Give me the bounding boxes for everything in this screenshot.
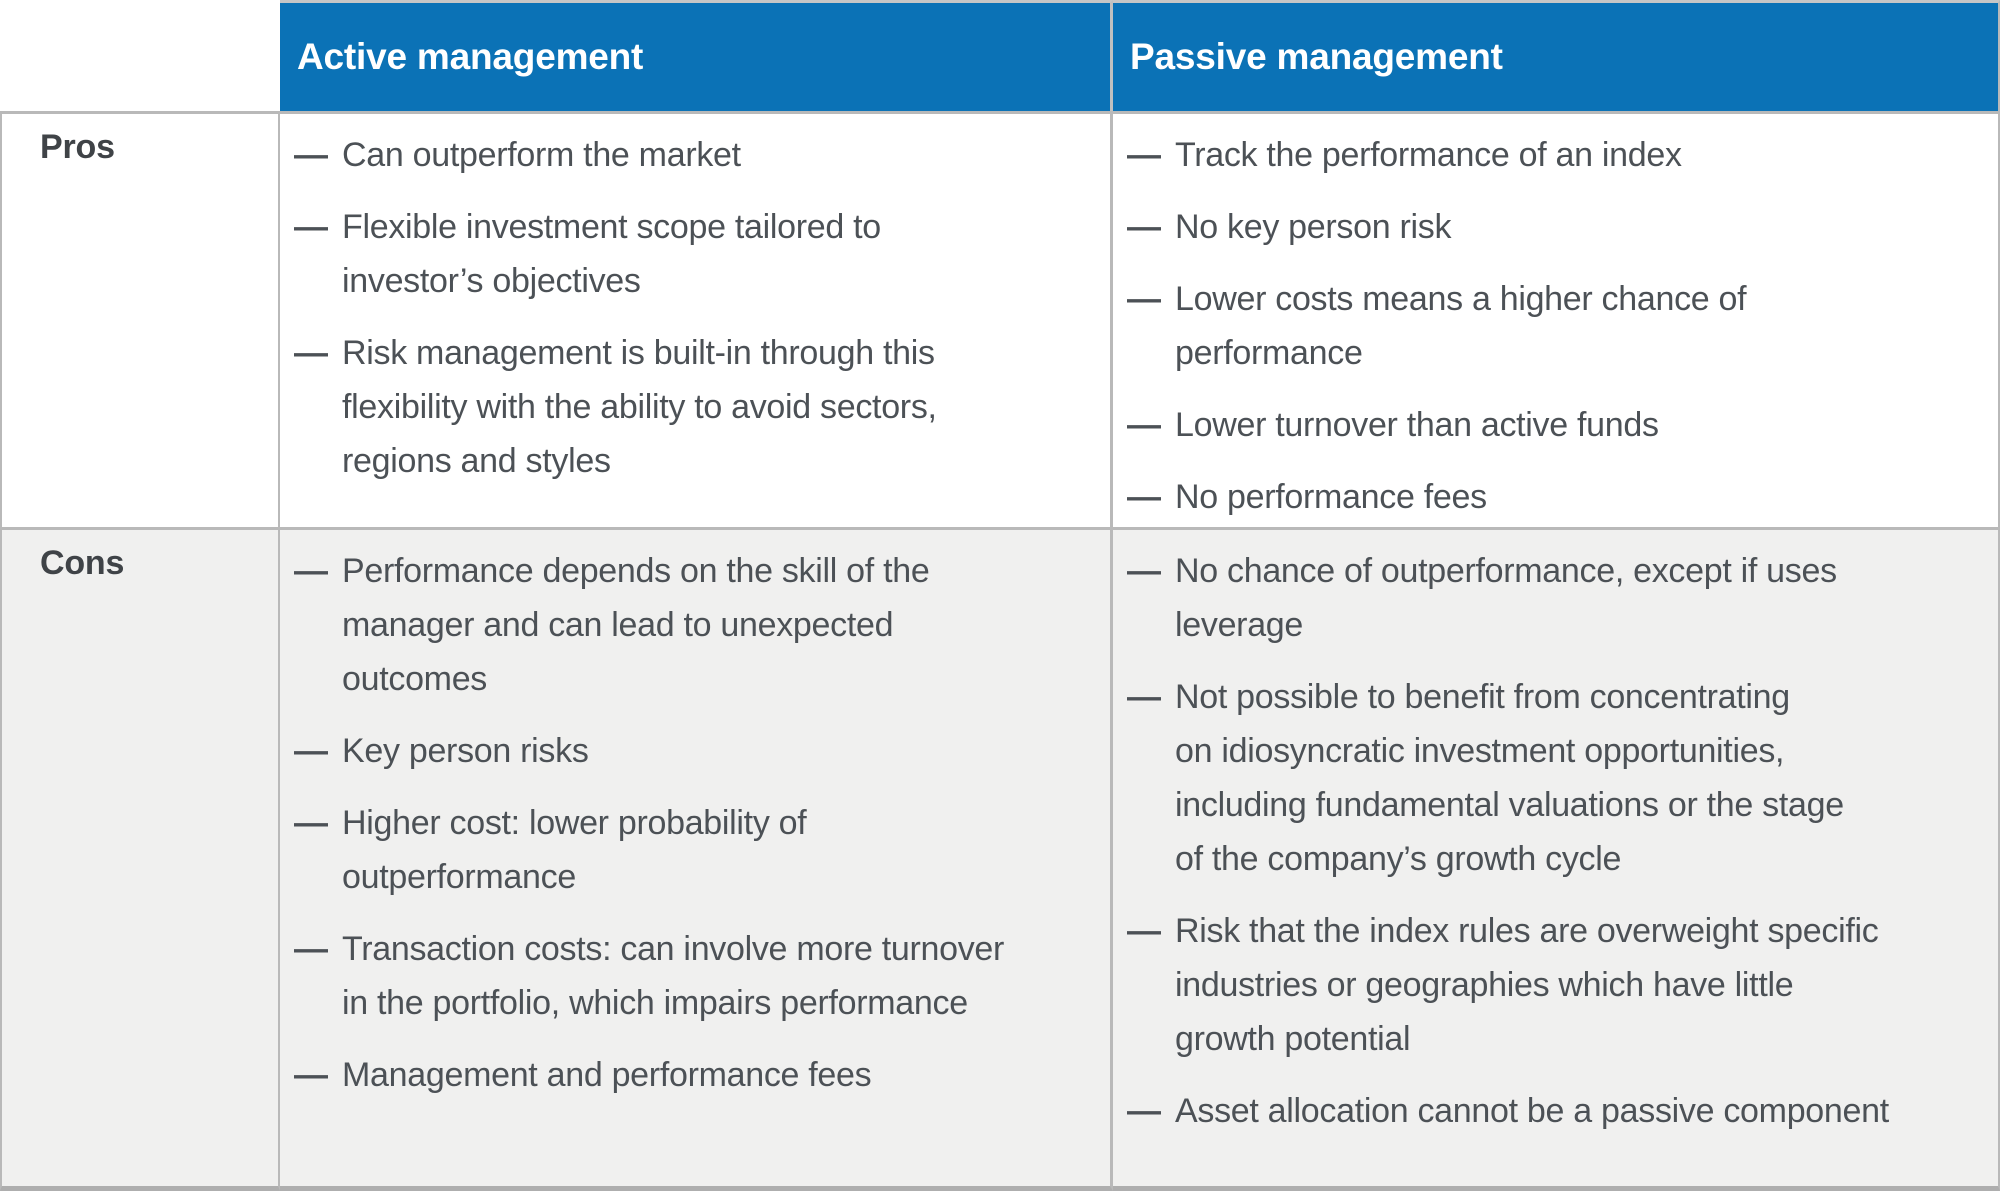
bullet-text: Key person risks (342, 732, 589, 770)
bullet-item: — No performance fees (1127, 470, 1982, 524)
bullet-text: Management and performance fees (342, 1056, 872, 1094)
cell-pros-active: — Can outperform the market — Flexible inve… (280, 111, 1113, 527)
cell-cons-active: — Performance depends on the skill of the… (280, 527, 1113, 1191)
bullet-item: — No key person risk (1127, 200, 1982, 254)
dash-bullet-icon: — (294, 1056, 328, 1094)
bullet-item: — Can outperform the market (294, 128, 1094, 182)
dash-bullet-icon: — (294, 804, 328, 842)
dash-bullet-icon: — (294, 334, 328, 372)
dash-bullet-icon: — (294, 552, 328, 590)
bullet-item: — Lower costs means a higher chance of pe… (1127, 272, 1982, 380)
bullet-text: No chance of outperformance, except if u… (1175, 552, 1837, 644)
bullet-item: — Track the performance of an index (1127, 128, 1982, 182)
dash-bullet-icon: — (1127, 208, 1161, 246)
dash-bullet-icon: — (294, 930, 328, 968)
bullet-item: — Risk that the index rules are overweigh… (1127, 904, 1982, 1066)
bullet-text: Track the performance of an index (1175, 136, 1682, 174)
dash-bullet-icon: — (1127, 136, 1161, 174)
column-header-label: Active management (297, 36, 644, 77)
bullet-text: Lower costs means a higher chance of per… (1175, 280, 1747, 372)
bullet-item: — Key person risks (294, 724, 1094, 778)
dash-bullet-icon: — (1127, 478, 1161, 516)
bullet-item: — No chance of outperformance, except if … (1127, 544, 1982, 652)
dash-bullet-icon: — (1127, 912, 1161, 950)
dash-bullet-icon: — (294, 732, 328, 770)
bullet-text: Risk management is built-in through this… (342, 334, 937, 480)
row-label-cons: Cons (0, 527, 280, 1191)
bullet-item: — Flexible investment scope tailored to i… (294, 200, 1094, 308)
bullet-item: — Asset allocation cannot be a passive co… (1127, 1084, 1982, 1138)
bullet-text: No key person risk (1175, 208, 1452, 246)
pros-passive-list: — Track the performance of an index — No ke… (1127, 128, 1982, 524)
column-header-label: Passive management (1130, 36, 1503, 77)
bullet-item: — Transaction costs: can involve more tur… (294, 922, 1094, 1030)
bullet-text: Transaction costs: can involve more turn… (342, 930, 1005, 1022)
column-header-active-management: Active management (280, 0, 1113, 111)
row-label-pros: Pros (0, 111, 280, 527)
bullet-item: — Higher cost: lower probability of outpe… (294, 796, 1094, 904)
bullet-item: — Not possible to benefit from concentrat… (1127, 670, 1982, 886)
pros-active-list: — Can outperform the market — Flexible inve… (294, 128, 1094, 488)
cons-active-list: — Performance depends on the skill of the… (294, 544, 1094, 1102)
corner-cell (0, 0, 280, 111)
dash-bullet-icon: — (294, 136, 328, 174)
dash-bullet-icon: — (1127, 552, 1161, 590)
bullet-text: Flexible investment scope tailored to in… (342, 208, 881, 300)
dash-bullet-icon: — (1127, 678, 1161, 716)
bullet-text: Can outperform the market (342, 136, 741, 174)
bullet-text: Performance depends on the skill of the … (342, 552, 930, 698)
bullet-text: Higher cost: lower probability of outper… (342, 804, 807, 896)
bullet-item: — Risk management is built-in through thi… (294, 326, 1094, 488)
bullet-item: — Management and performance fees (294, 1048, 1094, 1102)
bullet-item: — Lower turnover than active funds (1127, 398, 1982, 452)
cons-passive-list: — No chance of outperformance, except if … (1127, 544, 1982, 1138)
bullet-text: Asset allocation cannot be a passive com… (1175, 1092, 1889, 1130)
bullet-text: Not possible to benefit from concentrati… (1175, 678, 1844, 878)
dash-bullet-icon: — (1127, 1092, 1161, 1130)
dash-bullet-icon: — (1127, 406, 1161, 444)
bullet-text: Risk that the index rules are overweight… (1175, 912, 1879, 1058)
column-header-passive-management: Passive management (1113, 0, 2000, 111)
dash-bullet-icon: — (1127, 280, 1161, 318)
bullet-item: — Performance depends on the skill of the… (294, 544, 1094, 706)
dash-bullet-icon: — (294, 208, 328, 246)
cell-cons-passive: — No chance of outperformance, except if … (1113, 527, 2000, 1191)
bullet-text: Lower turnover than active funds (1175, 406, 1659, 444)
cell-pros-passive: — Track the performance of an index — No ke… (1113, 111, 2000, 527)
bullet-text: No performance fees (1175, 478, 1487, 516)
